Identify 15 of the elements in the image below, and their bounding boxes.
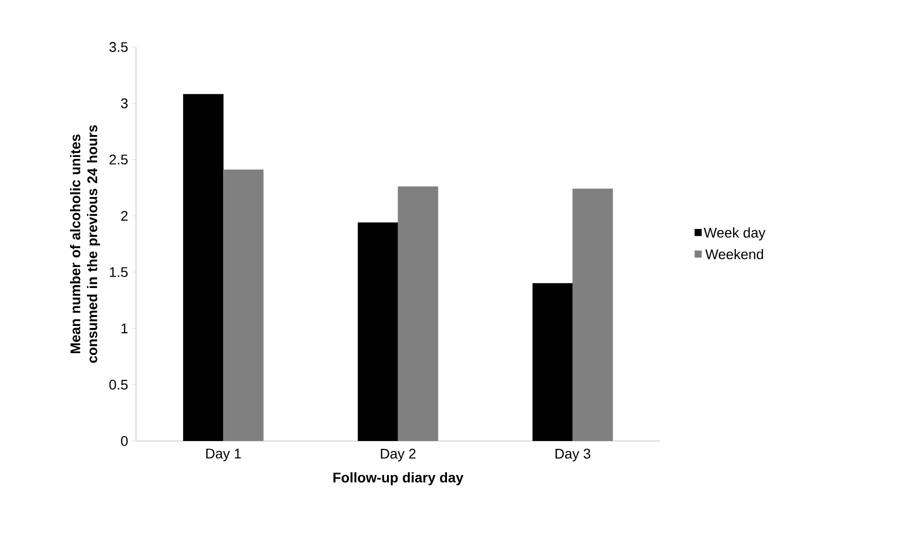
y-tick-label: 1: [122, 324, 128, 334]
y-tick-label: 0.5: [109, 380, 128, 390]
legend-label: Weekend: [705, 248, 764, 260]
y-tick-label: 2: [121, 210, 128, 221]
x-tick-label: Day 3: [556, 448, 590, 462]
y-tick-label: 3.5: [109, 42, 128, 52]
y-axis-title: Mean number of alcoholic unites consumed in the previous 24 hours: [70, 125, 100, 363]
legend-label: Week day: [704, 227, 766, 240]
y-tick-label: 0: [121, 436, 128, 446]
y-tick-label: 2.5: [110, 154, 128, 165]
x-tick-label: Day 1: [206, 448, 241, 462]
y-tick-label: 1.5: [110, 267, 128, 278]
x-axis-title: Follow-up diary day: [333, 472, 464, 486]
x-tick-label: Day 2: [380, 448, 416, 462]
y-tick-label: 3: [121, 98, 128, 108]
